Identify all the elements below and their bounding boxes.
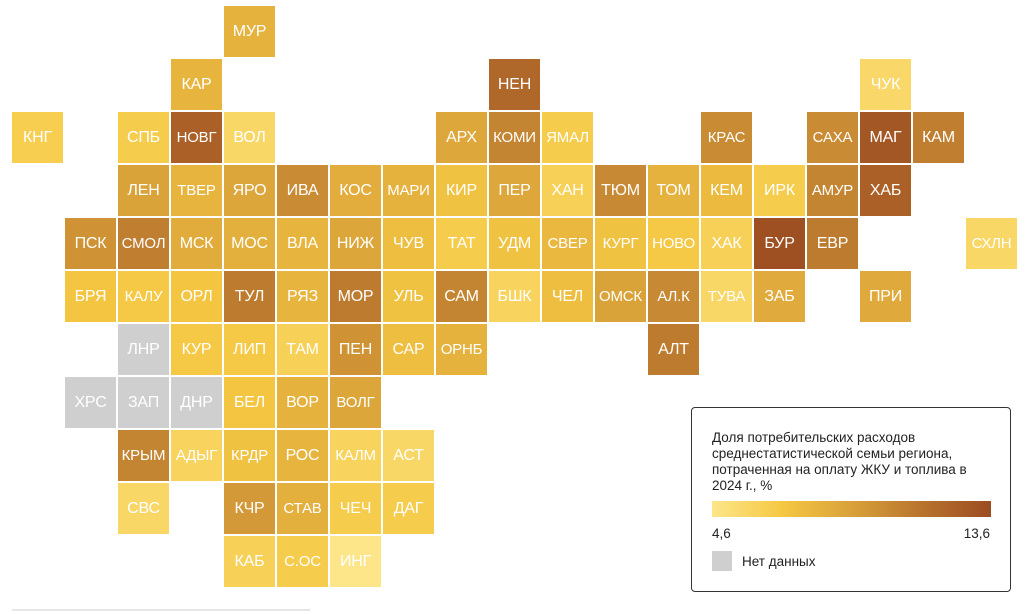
region-tile: КЕМ (701, 165, 752, 216)
region-tile: МСК (171, 218, 222, 269)
bottom-divider (12, 609, 310, 611)
region-tile: КРЫМ (118, 430, 169, 481)
region-tile: КНГ (12, 112, 63, 163)
region-tile: КАМ (913, 112, 964, 163)
region-tile: АЛ.К (648, 271, 699, 322)
region-tile: С.ОС (277, 536, 328, 587)
region-tile: БУР (754, 218, 805, 269)
region-tile: ЗАБ (754, 271, 805, 322)
region-tile: ДНР (171, 377, 222, 428)
region-tile: НИЖ (330, 218, 381, 269)
region-tile: ЛНР (118, 324, 169, 375)
legend-color-scale (712, 501, 991, 517)
region-tile: МАГ (860, 112, 911, 163)
legend-no-data-swatch (712, 551, 732, 571)
region-tile: УДМ (489, 218, 540, 269)
region-tile: МУР (224, 6, 275, 57)
region-tile: ТАМ (277, 324, 328, 375)
region-tile: ХРС (65, 377, 116, 428)
region-tile: ПЕР (489, 165, 540, 216)
legend-no-data-label: Нет данных (742, 554, 816, 569)
region-tile: ИРК (754, 165, 805, 216)
region-tile: КАЛУ (118, 271, 169, 322)
region-tile: АРХ (436, 112, 487, 163)
region-tile: ОРНБ (436, 324, 487, 375)
region-tile: ТЮМ (595, 165, 646, 216)
region-tile: КУР (171, 324, 222, 375)
region-tile: ВОР (277, 377, 328, 428)
region-tile: САХА (807, 112, 858, 163)
region-tile: САМ (436, 271, 487, 322)
region-tile: ЯРО (224, 165, 275, 216)
region-tile: МОР (330, 271, 381, 322)
region-tile: МОС (224, 218, 275, 269)
region-tile: СПБ (118, 112, 169, 163)
region-tile: ДАГ (383, 483, 434, 534)
legend-min-label: 4,6 (712, 526, 731, 541)
region-tile: НОВГ (171, 112, 222, 163)
region-tile: ТУЛ (224, 271, 275, 322)
region-tile: ЧУК (860, 59, 911, 110)
region-tile: БШК (489, 271, 540, 322)
region-tile: ВЛА (277, 218, 328, 269)
region-tile: ЛИП (224, 324, 275, 375)
region-tile: ЧЕЧ (330, 483, 381, 534)
region-tile: ЛЕН (118, 165, 169, 216)
region-tile: КУРГ (595, 218, 646, 269)
region-tile: КОС (330, 165, 381, 216)
region-tile: МАРИ (383, 165, 434, 216)
region-tile: НЕН (489, 59, 540, 110)
region-tile: ПЕН (330, 324, 381, 375)
region-tile: АЛТ (648, 324, 699, 375)
region-tile: ЧЕЛ (542, 271, 593, 322)
region-tile: ЯМАЛ (542, 112, 593, 163)
region-tile: БЕЛ (224, 377, 275, 428)
region-tile: СВС (118, 483, 169, 534)
region-tile: ТОМ (648, 165, 699, 216)
region-tile: ОРЛ (171, 271, 222, 322)
region-tile: КРАС (701, 112, 752, 163)
region-tile: УЛЬ (383, 271, 434, 322)
region-tile: ИНГ (330, 536, 381, 587)
legend: Доля потребительских расходов среднестат… (691, 407, 1011, 592)
region-tile: ОМСК (595, 271, 646, 322)
region-tile: ЗАП (118, 377, 169, 428)
region-tile: ТУВА (701, 271, 752, 322)
region-tile: КОМИ (489, 112, 540, 163)
region-tile: ВОЛГ (330, 377, 381, 428)
region-tile: ПСК (65, 218, 116, 269)
legend-title: Доля потребительских расходов среднестат… (712, 430, 967, 493)
region-tile: ХАБ (860, 165, 911, 216)
region-tile: ИВА (277, 165, 328, 216)
region-tile: ВОЛ (224, 112, 275, 163)
region-tile: ТВЕР (171, 165, 222, 216)
region-tile: КРДР (224, 430, 275, 481)
region-tile: ПРИ (860, 271, 911, 322)
region-tile: БРЯ (65, 271, 116, 322)
region-tile: СМОЛ (118, 218, 169, 269)
region-tile: СТАВ (277, 483, 328, 534)
region-tile: САР (383, 324, 434, 375)
region-tile: АМУР (807, 165, 858, 216)
region-tile: КЧР (224, 483, 275, 534)
legend-max-label: 13,6 (963, 526, 990, 541)
region-tile: КИР (436, 165, 487, 216)
region-tile: НОВО (648, 218, 699, 269)
region-tile: ЧУВ (383, 218, 434, 269)
region-tile: КАЛМ (330, 430, 381, 481)
region-tile: ХАК (701, 218, 752, 269)
region-tile: КАБ (224, 536, 275, 587)
region-tile: РЯЗ (277, 271, 328, 322)
region-tile: СВЕР (542, 218, 593, 269)
region-tile: АДЫГ (171, 430, 222, 481)
region-tile: КАР (171, 59, 222, 110)
region-tile: АСТ (383, 430, 434, 481)
region-tile: ТАТ (436, 218, 487, 269)
region-tile: ЕВР (807, 218, 858, 269)
region-tile: ХАН (542, 165, 593, 216)
region-tile: РОС (277, 430, 328, 481)
region-tile: СХЛН (966, 218, 1017, 269)
